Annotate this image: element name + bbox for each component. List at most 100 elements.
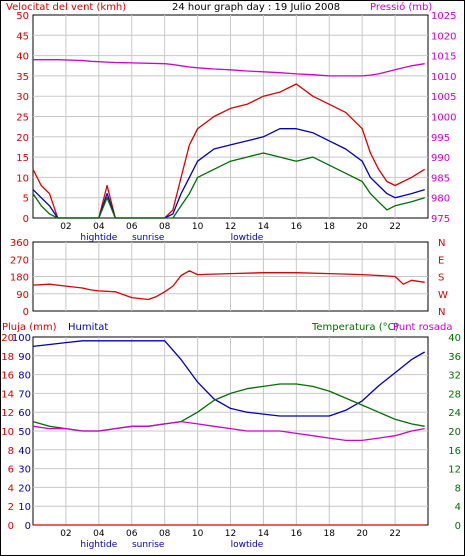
humidity-tick: 10 <box>18 502 31 513</box>
wind-speed-tick: 15 <box>16 153 29 164</box>
pressure-line <box>33 59 425 77</box>
compass-tick: N <box>438 238 445 249</box>
direction-degree-tick: 180 <box>10 273 29 284</box>
wind-speed-tick: 40 <box>16 52 29 63</box>
temperature-tick: 40 <box>448 333 461 344</box>
time-tick-label: 22 <box>389 222 400 232</box>
time-tick-label: 18 <box>324 222 336 232</box>
pressure-tick: 1010 <box>431 72 456 83</box>
time-tick-label: 14 <box>258 222 270 232</box>
temperature-tick: 36 <box>448 352 461 363</box>
wind-time-axis: 02 04 06 08 10 12 14 16 18 20 22 hightide sunrise low… <box>60 222 401 243</box>
pressure-tick: 985 <box>431 173 450 184</box>
temperature-header: Temperatura (°C) <box>311 322 399 333</box>
humidity-line <box>32 340 426 417</box>
humidity-tick: 90 <box>18 352 31 363</box>
time-tick-label: 12 <box>225 222 236 232</box>
humidity-tick: 20 <box>18 483 31 494</box>
temperature-tick: 16 <box>448 446 461 457</box>
hightide-marker: hightide <box>80 233 117 243</box>
temperature-tick: 0 <box>455 521 461 532</box>
compass-tick: N <box>438 307 445 318</box>
humidity-tick: 70 <box>18 389 31 400</box>
wind-speed-tick: 50 <box>16 11 29 22</box>
rain-header: Pluja (mm) <box>2 322 57 333</box>
temperature-tick: 8 <box>455 483 461 494</box>
time-tick-label: 22 <box>389 529 400 539</box>
pressure-tick: 980 <box>431 194 450 205</box>
wind-direction-line <box>32 270 425 301</box>
humidity-tick: 80 <box>18 371 31 382</box>
climate-plot-series <box>32 340 426 526</box>
rain-tick: 2 <box>8 502 14 513</box>
direction-degree-tick: 0 <box>23 307 29 318</box>
lowtide-marker: lowtide <box>231 233 264 243</box>
rain-tick: 6 <box>8 465 14 476</box>
pressure-tick: 995 <box>431 133 450 144</box>
time-tick-label: 20 <box>356 222 368 232</box>
temperature-tick: 28 <box>448 389 461 400</box>
graph-date-title: 24 hour graph day : 19 Julio 2008 <box>172 2 340 13</box>
wind-speed-tick: 25 <box>16 113 29 124</box>
pressure-tick: 1000 <box>431 113 456 124</box>
time-tick-label: 04 <box>93 222 105 232</box>
rain-tick: 0 <box>8 521 14 532</box>
hightide-marker: hightide <box>80 540 117 550</box>
pressure-axis: 975 980 985 990 995 1000 1005 1010 1015 1020 1025 <box>431 11 456 225</box>
temperature-tick: 4 <box>455 502 461 513</box>
direction-plot-grid <box>33 242 428 311</box>
time-tick-label: 16 <box>291 222 303 232</box>
time-tick-label: 06 <box>126 222 138 232</box>
humidity-header: Humitat <box>68 322 108 333</box>
compass-tick: W <box>438 290 448 301</box>
time-tick-label: 10 <box>192 222 204 232</box>
direction-degrees-axis: 0 90 180 270 360 <box>10 238 29 318</box>
temperature-tick: 12 <box>448 465 461 476</box>
dewpoint-header: Punt rosada <box>393 322 452 333</box>
sunrise-marker: sunrise <box>132 540 165 550</box>
direction-degree-tick: 270 <box>10 255 29 266</box>
wind-speed-tick: 45 <box>16 31 29 42</box>
time-tick-label: 06 <box>126 529 138 539</box>
climate-plot-grid <box>33 337 428 525</box>
wind-speed-tick: 35 <box>16 72 29 83</box>
compass-tick: S <box>438 273 444 284</box>
pressure-tick: 1015 <box>431 52 456 63</box>
lowtide-marker: lowtide <box>231 540 264 550</box>
wind-speed-tick: 20 <box>16 133 29 144</box>
time-tick-label: 08 <box>159 222 171 232</box>
direction-degree-tick: 90 <box>16 290 29 301</box>
time-tick-label: 12 <box>225 529 236 539</box>
rain-tick: 4 <box>8 483 14 494</box>
pressure-header: Pressió (mb) <box>370 1 432 13</box>
rain-tick: 12 <box>1 408 14 419</box>
pressure-tick: 1025 <box>431 11 456 22</box>
direction-degree-tick: 360 <box>10 238 29 249</box>
wind-plot-grid <box>33 15 428 218</box>
rain-tick: 20 <box>1 333 14 344</box>
time-tick-label: 10 <box>192 529 204 539</box>
pressure-tick: 1020 <box>431 31 456 42</box>
humidity-tick: 60 <box>18 408 31 419</box>
wind-speed-tick: 0 <box>23 214 29 225</box>
temperature-axis: 0 4 8 12 16 20 24 28 32 36 40 <box>448 333 461 532</box>
climate-time-axis: 02 04 06 08 10 12 14 16 18 20 22 hightide sunrise low… <box>60 529 401 550</box>
time-tick-label: 20 <box>356 529 368 539</box>
wind-speed-tick: 30 <box>16 92 29 103</box>
humidity-tick: 30 <box>18 465 31 476</box>
temperature-tick: 24 <box>448 408 461 419</box>
rain-tick: 18 <box>1 352 14 363</box>
rain-tick: 10 <box>1 427 14 438</box>
time-tick-label: 08 <box>159 529 171 539</box>
dewpoint-line <box>32 420 425 442</box>
wind-speed-tick: 5 <box>23 194 29 205</box>
rain-tick: 16 <box>1 371 14 382</box>
pressure-tick: 990 <box>431 153 450 164</box>
direction-plot-series <box>32 270 425 301</box>
pressure-tick: 1005 <box>431 92 456 103</box>
time-tick-label: 16 <box>291 529 303 539</box>
